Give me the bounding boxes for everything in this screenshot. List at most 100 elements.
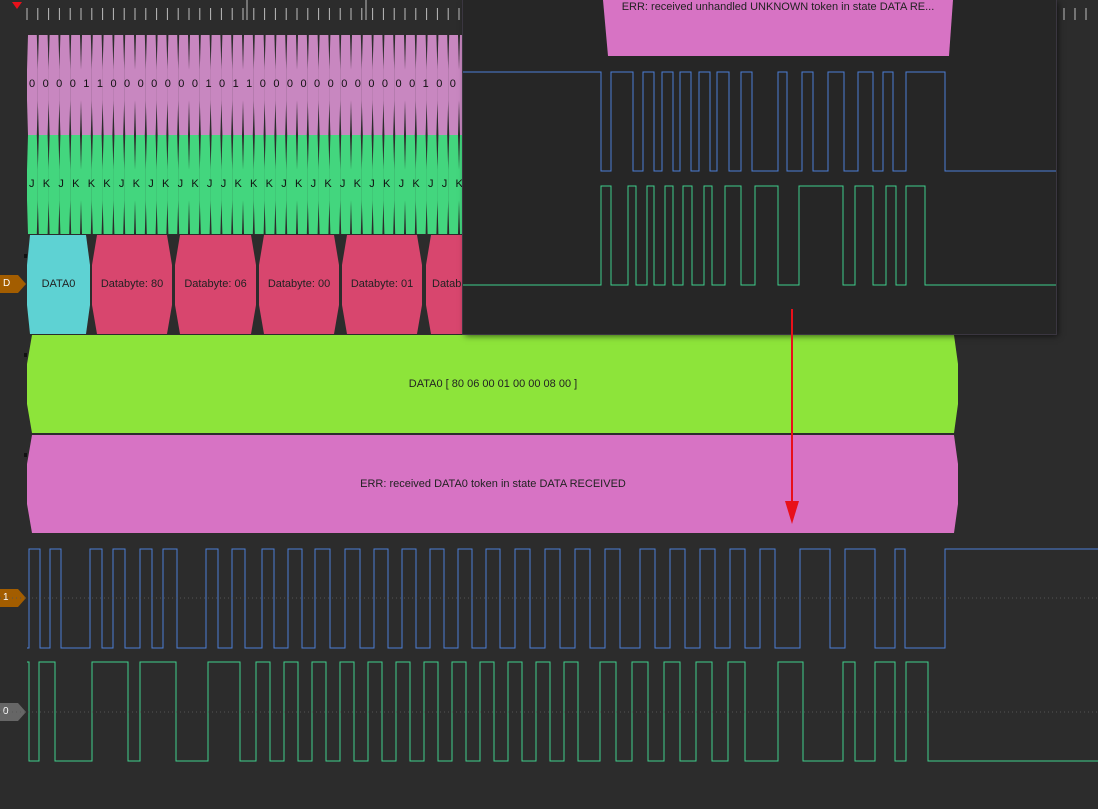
packet-byte-shape[interactable] [342,235,422,334]
symbol-cell [91,135,103,234]
popup-error-label: ERR: received unhandled UNKNOWN token in… [621,1,935,13]
bit-cell [383,35,395,135]
bit-cell [361,35,373,135]
symbol-cell [70,135,81,234]
channel-1-label: 1 [3,592,9,603]
symbol-cell [329,135,341,234]
bit-cell [351,35,362,135]
zoom-popup[interactable]: ERR: received unhandled UNKNOWN token in… [463,0,1056,334]
time-ruler[interactable] [0,0,1098,22]
symbol-cell [264,135,276,234]
summary-shape[interactable] [26,334,960,434]
channel-0-label: 0 [3,706,9,717]
symbol-cell [27,135,38,234]
bit-cell [329,35,341,135]
cursor-marker-icon[interactable] [12,2,22,9]
symbol-cell [199,135,211,234]
symbol-cell [48,135,60,234]
symbol-cell [307,135,319,234]
symbol-cell [37,135,49,234]
symbol-row[interactable]: J K J K K K J K J K J K J J K K K J K J … [27,135,463,234]
decoder-channel-tag[interactable]: D [0,275,26,293]
bit-cell [405,35,416,135]
bit-cell [426,35,438,135]
symbol-cell [286,135,297,234]
packet-label: Databyte: 01 [350,278,414,290]
symbol-cell [156,135,168,234]
bit-cell [145,35,157,135]
bit-cell [448,35,459,135]
symbol-cell [415,135,427,234]
bit-cell [135,35,146,135]
bit-cell [221,35,233,135]
dminus-trace [27,661,1098,762]
marker-arrow-icon[interactable] [780,305,804,527]
symbol-cell [275,135,287,234]
bit-cell [318,35,330,135]
bit-cell [59,35,71,135]
packet-byte-shape[interactable] [92,235,172,334]
bit-cell [189,35,200,135]
bit-cell [264,35,276,135]
bit-cell [27,35,38,135]
symbol-cell [189,135,200,234]
symbol-cell [167,135,179,234]
bit-cell [91,35,103,135]
symbol-cell [448,135,459,234]
decoder-channel-label: D [3,278,11,289]
popup-error-shape[interactable] [603,0,953,56]
symbol-cell [372,135,384,234]
symbol-cell [113,135,125,234]
bit-cell [102,35,114,135]
bit-cell [37,35,49,135]
symbol-cell [361,135,373,234]
symbol-cell [394,135,405,234]
symbol-row-values: J K J K K K J K J K J K J J K K K J K J … [29,178,463,190]
bit-cell [48,35,60,135]
summary-label: DATA0 [ 80 06 00 01 00 00 08 00 ] [408,378,578,390]
symbol-cell [426,135,438,234]
symbol-cell [243,135,254,234]
packet-pid-shape[interactable] [27,235,90,334]
symbol-cell [232,135,243,234]
bit-cell [275,35,287,135]
bit-cell [253,35,265,135]
packet-byte-shape[interactable] [426,235,463,334]
symbol-cell [145,135,157,234]
bit-cell [415,35,427,135]
symbol-cell [340,135,351,234]
row-markers [24,254,27,457]
bit-cell [340,35,351,135]
bit-cell [178,35,189,135]
bit-cell [113,35,125,135]
symbol-cell [318,135,330,234]
symbol-cell [135,135,146,234]
packet-label: Databyte: 00 [267,278,331,290]
bit-cell [81,35,92,135]
waveform-traces[interactable] [0,540,1098,770]
popup-dminus-trace [463,185,1056,286]
packet-byte-shape[interactable] [259,235,339,334]
bit-cell [394,35,405,135]
packet-label: Datab [432,278,462,290]
symbol-cell [81,135,92,234]
bit-cell [307,35,319,135]
bit-cell [232,35,243,135]
symbol-cell [437,135,449,234]
symbol-cell [405,135,416,234]
symbol-cell [351,135,362,234]
packet-byte-shape[interactable] [175,235,256,334]
error-label: ERR: received DATA0 token in state DATA … [360,478,626,490]
packet-row[interactable]: DATA0 Databyte: 80 Databyte: 06 Databyte… [27,235,463,334]
bit-row-values: 0 0 0 0 1 1 0 0 0 0 0 0 0 1 0 1 1 0 0 0 … [29,78,463,90]
bit-cell [199,35,211,135]
bit-row[interactable]: 0 0 0 0 1 1 0 0 0 0 0 0 0 1 0 1 1 0 0 0 … [27,35,463,135]
packet-label: Databyte: 80 [100,278,164,290]
symbol-cell [459,135,463,234]
symbol-cell [178,135,189,234]
bit-cell [372,35,384,135]
symbol-cell [124,135,135,234]
error-shape[interactable] [26,434,960,534]
packet-label: DATA0 [41,278,76,290]
